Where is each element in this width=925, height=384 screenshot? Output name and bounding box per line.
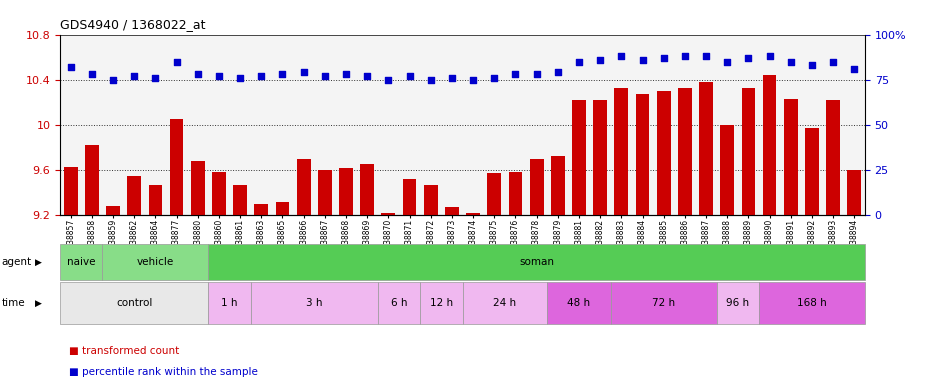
Bar [699,82,713,215]
Point [805,62,820,68]
Point [275,71,290,77]
Bar [805,128,819,215]
Point [635,57,650,63]
Point [677,53,692,59]
Bar [763,75,776,215]
Point [317,73,332,79]
Bar [742,88,756,215]
Point [127,73,142,79]
Bar [106,206,120,215]
Text: control: control [116,298,153,308]
Text: 96 h: 96 h [726,298,749,308]
Point [402,73,417,79]
Point [508,71,523,77]
Text: ▶: ▶ [35,299,42,308]
Point [296,70,311,76]
Bar [572,100,586,215]
Point [105,77,120,83]
Text: 12 h: 12 h [430,298,453,308]
Bar [339,168,353,215]
Point [529,71,544,77]
Point [465,77,480,83]
Point [487,75,501,81]
Point [741,55,756,61]
Point [826,59,841,65]
Bar [254,204,268,215]
Bar [657,91,671,215]
Bar [233,185,247,215]
Bar [635,94,649,215]
Point [360,73,375,79]
Bar [847,170,861,215]
Point [783,59,798,65]
Bar [169,119,183,215]
Bar [212,172,226,215]
Point [63,64,78,70]
Bar [445,207,459,215]
Text: time: time [2,298,26,308]
Bar [276,202,290,215]
Point [148,75,163,81]
Bar [551,156,564,215]
Point [550,70,565,76]
Text: 3 h: 3 h [306,298,323,308]
Text: ■ transformed count: ■ transformed count [69,346,179,356]
Point [698,53,713,59]
Text: soman: soman [519,257,554,267]
Point [656,55,671,61]
Text: 72 h: 72 h [652,298,675,308]
Point [720,59,734,65]
Text: GDS4940 / 1368022_at: GDS4940 / 1368022_at [60,18,205,31]
Point [572,59,586,65]
Point [614,53,629,59]
Bar [614,88,628,215]
Bar [191,161,204,215]
Text: 168 h: 168 h [797,298,827,308]
Bar [530,159,544,215]
Bar [466,213,480,215]
Text: 6 h: 6 h [390,298,407,308]
Text: agent: agent [2,257,32,267]
Point [424,77,438,83]
Text: 1 h: 1 h [221,298,238,308]
Point [212,73,227,79]
Bar [128,175,142,215]
Point [253,73,269,79]
Point [84,71,99,77]
Point [339,71,353,77]
Text: 24 h: 24 h [493,298,516,308]
Text: vehicle: vehicle [137,257,174,267]
Point [445,75,460,81]
Bar [149,185,162,215]
Point [847,66,862,72]
Bar [85,145,99,215]
Point [593,57,608,63]
Bar [424,185,438,215]
Text: ▶: ▶ [35,258,42,266]
Bar [487,173,501,215]
Point [762,53,777,59]
Point [233,75,248,81]
Point [381,77,396,83]
Point [191,71,205,77]
Bar [64,167,78,215]
Bar [297,159,311,215]
Bar [509,172,523,215]
Bar [381,213,395,215]
Bar [361,164,374,215]
Bar [318,170,332,215]
Bar [678,88,692,215]
Text: naive: naive [67,257,95,267]
Bar [402,179,416,215]
Bar [721,125,734,215]
Text: 48 h: 48 h [567,298,590,308]
Bar [783,99,797,215]
Bar [593,100,607,215]
Bar [826,100,840,215]
Text: ■ percentile rank within the sample: ■ percentile rank within the sample [69,367,258,377]
Point [169,59,184,65]
